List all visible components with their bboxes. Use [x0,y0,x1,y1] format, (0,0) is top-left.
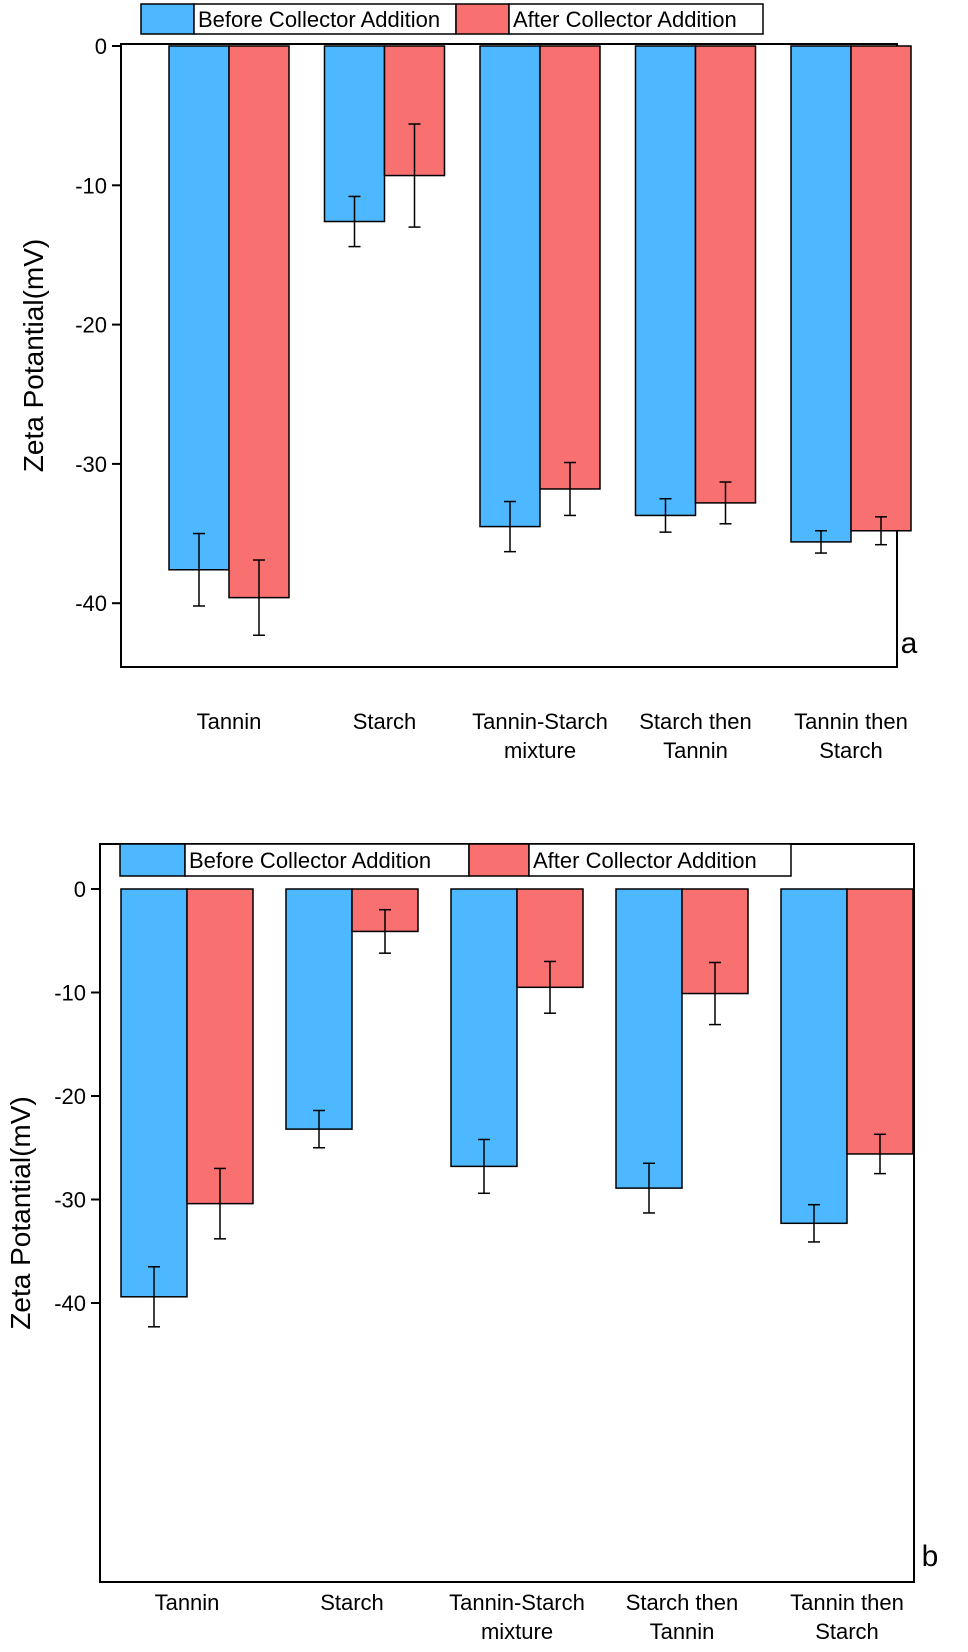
chart-panel-b: 0 -10 -20 -30 -40 Zeta Potantial(mV) Tannin Sta… [5,843,939,1644]
bar [846,888,914,1155]
x-tick-label: Tannin-Starch mixture [472,709,608,763]
panel-letter: b [922,1540,939,1573]
legend-label-box [508,3,764,35]
bar [615,888,683,1189]
bar [450,888,518,1168]
legend-label: Before Collector Addition [189,848,431,873]
bar [186,888,254,1205]
y-tick-label: -30 [54,1188,86,1213]
bar [285,888,353,1130]
y-tick-label: -40 [54,1291,86,1316]
x-tick-label: Tannin [155,1590,220,1615]
x-tick-label: Tannin [197,709,262,734]
y-axis-label: Zeta Potantial(mV) [5,1096,36,1329]
legend-label: Before Collector Addition [198,7,440,32]
y-tick-label: -20 [75,313,107,338]
y-tick-label: -30 [75,452,107,477]
x-tick-label: Starch then Tannin [626,1590,739,1644]
bar [850,45,912,532]
bar [634,45,697,517]
bar [228,45,290,599]
legend-label: After Collector Addition [533,848,757,873]
x-tick-label: Starch then Tannin [639,709,752,763]
chart-panel-a: 0 -10 -20 -30 -40 Zeta Potantial(mV) Tannin Sta… [18,3,918,763]
legend-swatch [119,843,186,877]
legend-label-box [528,843,792,877]
bar [780,888,848,1225]
legend-swatch [455,3,510,35]
bar [694,45,757,504]
legend: Before Collector Addition After Collector… [119,843,792,877]
x-tick-label: Tannin-Starch mixture [449,1590,585,1644]
y-axis-label: Zeta Potantial(mV) [18,239,49,472]
bar [790,45,852,543]
x-tick-label: Starch [320,1590,384,1615]
legend-label: After Collector Addition [513,7,737,32]
y-tick-label: 0 [95,34,107,59]
bar [323,45,386,223]
bar [168,45,230,571]
y-tick-label: -20 [54,1084,86,1109]
bar [479,45,541,528]
legend: Before Collector Addition After Collector… [140,3,764,35]
x-tick-label: Tannin then Starch [790,1590,904,1644]
legend-swatch [140,3,195,35]
legend-label-box [193,3,457,35]
bar [120,888,188,1298]
panel-letter: a [901,627,918,660]
y-tick-label: 0 [74,877,86,902]
bar [539,45,601,490]
x-tick-label: Starch [353,709,417,734]
y-tick-label: -10 [75,173,107,198]
legend-label-box [184,843,470,877]
x-tick-label: Tannin then Starch [794,709,908,763]
legend-swatch [468,843,530,877]
y-tick-label: -40 [75,591,107,616]
y-tick-label: -10 [54,981,86,1006]
